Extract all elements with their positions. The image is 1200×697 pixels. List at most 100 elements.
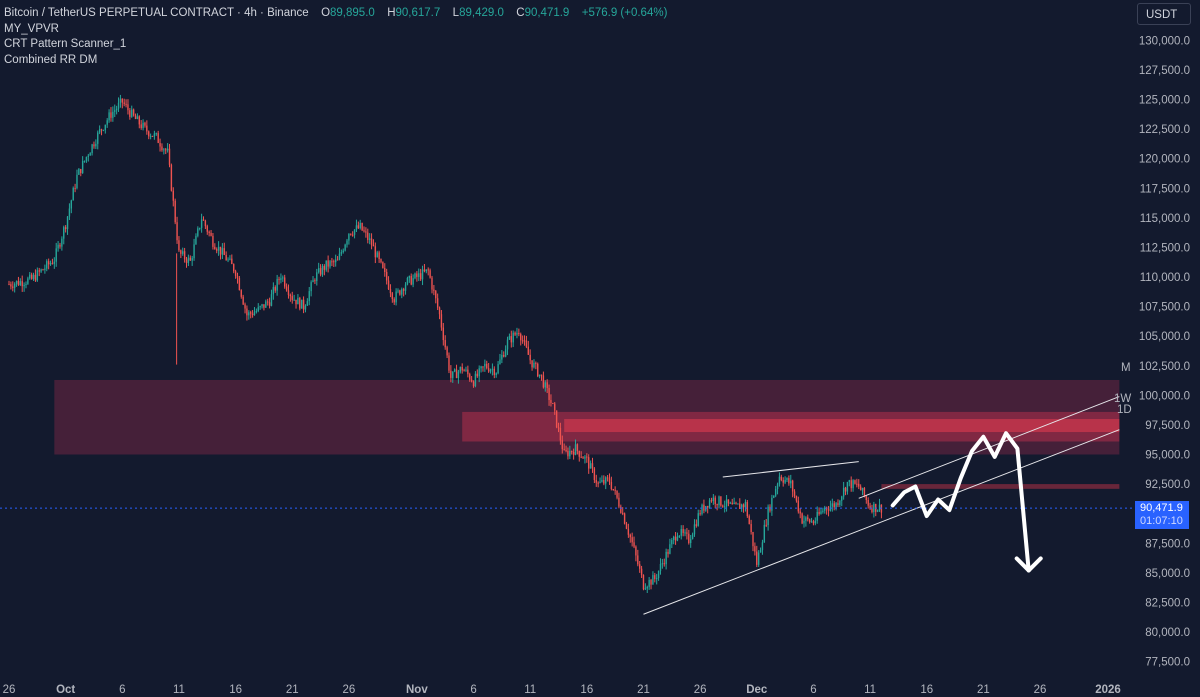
candle-body: [667, 551, 669, 554]
candle-body: [831, 503, 834, 507]
candle-body: [340, 252, 343, 254]
change-value: +576.9 (+0.64%): [581, 7, 668, 19]
indicator-crt-scanner[interactable]: CRT Pattern Scanner_1: [4, 38, 127, 50]
price-axis: 130,000.0 127,500.0 125,000.0 122,500.0 120,…: [1139, 35, 1190, 668]
candle-body: [278, 279, 280, 281]
candle-body: [550, 399, 552, 404]
candle-body: [87, 155, 90, 157]
candle-body: [418, 273, 420, 277]
candle-body: [157, 133, 159, 143]
time-tick-label: 2026: [1095, 684, 1121, 696]
candle-body: [854, 480, 856, 484]
time-tick-label: 21: [637, 684, 650, 696]
time-tick-label: 26: [694, 684, 707, 696]
candle-body: [355, 225, 358, 230]
candle-body: [187, 257, 190, 263]
candle-body: [841, 496, 843, 501]
candle-body: [761, 542, 764, 551]
candle-body: [672, 536, 675, 541]
time-tick-label: 16: [580, 684, 593, 696]
candle-body: [572, 452, 575, 455]
candle-body: [293, 299, 295, 301]
candle-body: [151, 135, 154, 137]
candle-body: [112, 111, 114, 118]
candle-body: [508, 336, 511, 340]
candle-body: [487, 368, 490, 372]
candle-body: [74, 188, 76, 190]
time-tick-label: 16: [229, 684, 242, 696]
candle-body: [640, 568, 643, 575]
candle-body: [348, 233, 350, 241]
indicator-combined-rr[interactable]: Combined RR DM: [4, 53, 98, 66]
candle-body: [703, 504, 705, 511]
open-value: 89,895.0: [330, 7, 375, 19]
candle-body: [576, 444, 579, 451]
candle-body: [527, 346, 529, 355]
candle-body: [597, 482, 599, 484]
candle-body: [580, 456, 582, 458]
candle-body: [457, 371, 460, 379]
price-tick-label: 127,500.0: [1139, 65, 1190, 77]
candle-body: [17, 280, 20, 285]
candle-body: [344, 244, 346, 251]
time-tick-label: 26: [343, 684, 356, 696]
candle-body: [791, 480, 794, 492]
candle-body: [38, 270, 40, 272]
candle-body: [304, 305, 307, 310]
candle-body: [291, 296, 293, 300]
candle-body: [606, 477, 609, 479]
low-label: L: [452, 7, 460, 19]
candle-body: [283, 277, 286, 287]
candle-body: [431, 277, 433, 290]
price-tick-label: 117,500.0: [1140, 183, 1190, 195]
candle-body: [559, 427, 562, 441]
candle-body: [497, 364, 499, 374]
candle-body: [29, 274, 31, 279]
candle-body: [463, 370, 465, 372]
candle-body: [333, 261, 335, 263]
candle-body: [121, 98, 123, 103]
candle-body: [676, 536, 679, 541]
candle-body: [633, 542, 635, 547]
candle-body: [629, 534, 631, 538]
candle-body: [612, 488, 614, 490]
candle-body: [744, 502, 747, 508]
time-tick-label: 6: [470, 684, 476, 696]
candle-body: [805, 517, 807, 521]
candle-body: [80, 169, 82, 174]
candle-body: [754, 546, 756, 552]
candle-body: [748, 516, 750, 525]
candle-body: [708, 500, 711, 508]
candle-body: [110, 112, 112, 118]
candle-body: [436, 298, 439, 308]
candle-body: [727, 499, 730, 504]
candle-body: [706, 505, 709, 508]
candle-body: [784, 479, 786, 483]
candle-body: [346, 240, 348, 245]
candle-body: [742, 504, 745, 508]
candle-body: [78, 169, 80, 175]
candle-body: [27, 278, 29, 284]
candle-body: [72, 188, 74, 201]
candle-body: [876, 509, 879, 512]
time-tick-label: 21: [977, 684, 990, 696]
currency-button[interactable]: USDT: [1137, 3, 1191, 25]
candle-body: [537, 363, 539, 377]
candle-body: [848, 480, 851, 483]
candle-body: [452, 371, 454, 378]
price-tick-label: 112,500.0: [1140, 242, 1190, 254]
candle-body: [486, 363, 488, 369]
candle-body: [740, 504, 743, 509]
candle-body: [482, 366, 484, 368]
indicator-vpvr[interactable]: MY_VPVR: [4, 22, 59, 35]
candle-body: [780, 476, 783, 481]
candle-body: [827, 509, 830, 511]
candle-body: [591, 463, 594, 469]
candle-body: [233, 264, 235, 272]
candle-body: [605, 477, 607, 484]
symbol-title[interactable]: Bitcoin / TetherUS PERPETUAL CONTRACT · …: [4, 7, 309, 19]
candle-body: [446, 347, 448, 356]
candle-body: [399, 290, 401, 295]
candle-body: [140, 124, 142, 129]
